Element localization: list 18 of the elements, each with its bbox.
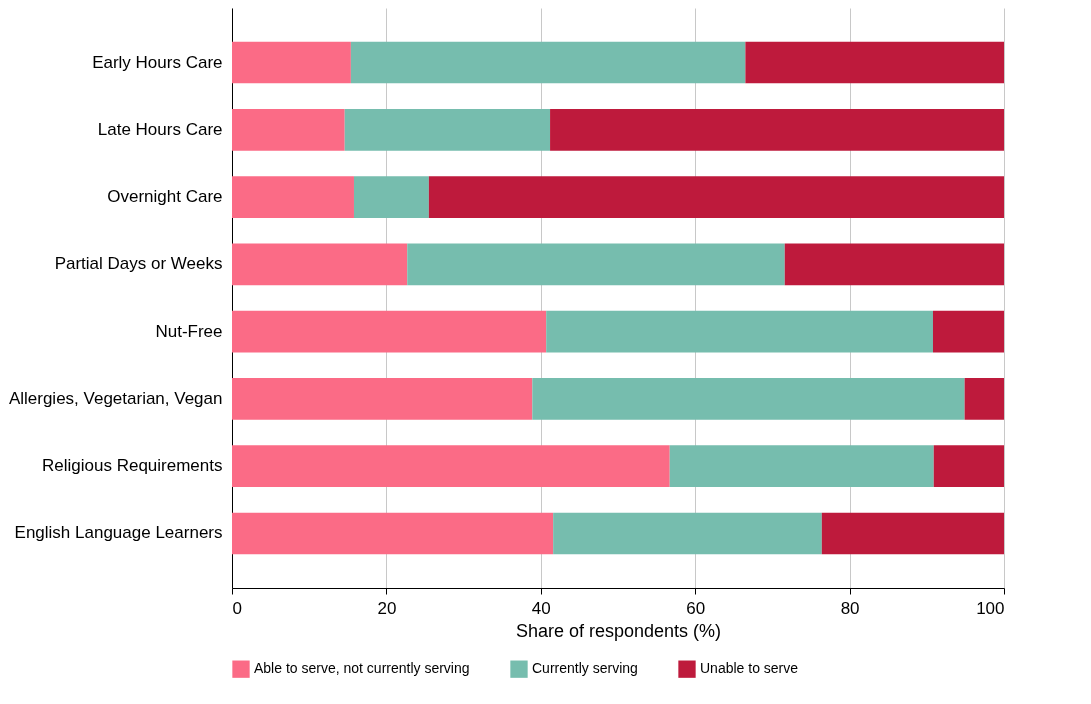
y-tick-label: Partial Days or Weeks (54, 254, 223, 274)
x-tick-label: 60 (686, 598, 706, 618)
x-tick-label: 20 (377, 598, 397, 618)
y-tick-label: English Language Learners (14, 523, 223, 543)
x-tick-label: 100 (976, 598, 1005, 618)
legend-label: Currently serving (532, 660, 638, 677)
x-tick-label: 40 (531, 598, 551, 618)
y-tick-label: Overnight Care (107, 187, 223, 207)
y-tick-label: Early Hours Care (92, 52, 223, 72)
legend-label: Unable to serve (700, 660, 799, 677)
y-tick-label: Late Hours Care (97, 119, 223, 139)
y-tick-label: Nut-Free (155, 321, 223, 341)
x-tick-label: 0 (232, 598, 242, 618)
x-axis-title: Share of respondents (%) (515, 620, 722, 641)
y-tick-label: Allergies, Vegetarian, Vegan (8, 388, 223, 408)
legend-label: Able to serve, not currently serving (254, 660, 470, 677)
x-tick-label: 80 (840, 598, 860, 618)
y-tick-label: Religious Requirements (42, 456, 223, 476)
